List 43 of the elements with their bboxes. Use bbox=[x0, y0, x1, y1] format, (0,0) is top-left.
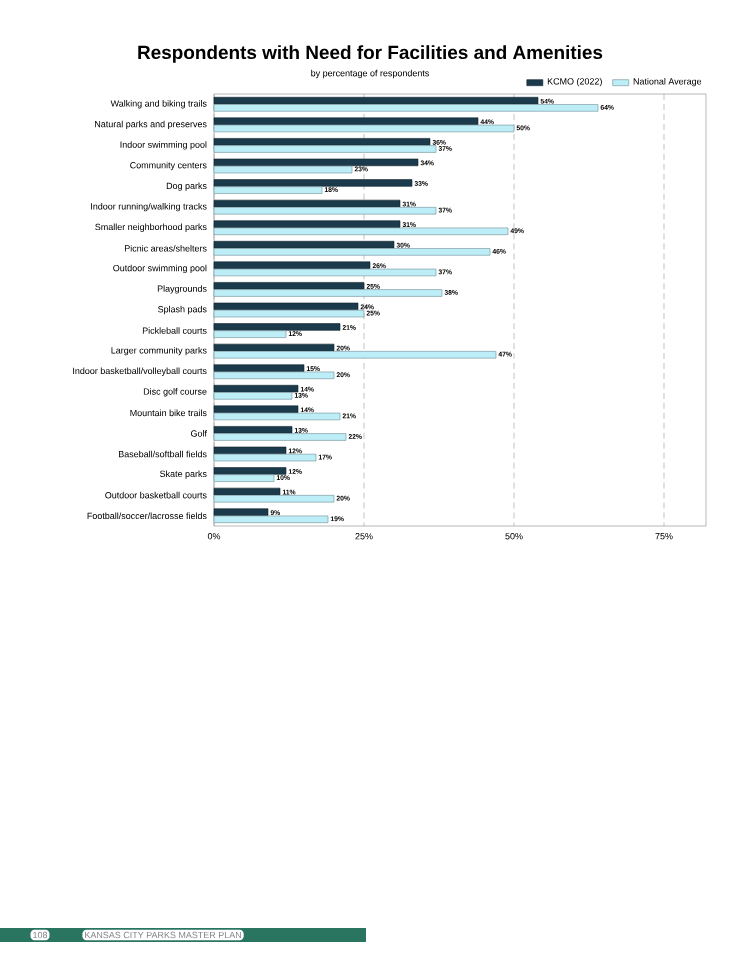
bar bbox=[213, 446, 287, 455]
bar bbox=[213, 145, 437, 153]
bar bbox=[213, 487, 281, 496]
bar bbox=[213, 343, 335, 352]
bar bbox=[213, 289, 443, 297]
bar bbox=[213, 227, 509, 236]
chart-title: Respondents with Need for Facilities and Amenities bbox=[138, 45, 603, 63]
bar bbox=[213, 220, 401, 228]
bar bbox=[213, 515, 329, 524]
bar bbox=[213, 124, 515, 133]
bar bbox=[213, 138, 431, 146]
bar bbox=[213, 330, 287, 338]
bar bbox=[213, 351, 497, 359]
bar bbox=[213, 165, 353, 174]
bar bbox=[213, 392, 293, 400]
bar bbox=[213, 384, 299, 393]
bar bbox=[213, 248, 491, 256]
bar bbox=[213, 364, 305, 372]
bar bbox=[213, 117, 479, 125]
bar bbox=[213, 186, 323, 194]
bar bbox=[213, 282, 365, 290]
bar bbox=[213, 405, 299, 413]
bar bbox=[213, 179, 413, 187]
bar bbox=[213, 207, 437, 215]
bar bbox=[213, 104, 599, 112]
bar bbox=[213, 302, 359, 311]
bar bbox=[213, 268, 437, 277]
bar bbox=[213, 412, 341, 421]
bar bbox=[213, 426, 293, 434]
bar bbox=[213, 474, 275, 482]
bar bbox=[213, 261, 371, 269]
bar bbox=[213, 433, 347, 441]
bar bbox=[213, 309, 365, 318]
bar bbox=[213, 495, 335, 503]
bar bbox=[213, 467, 287, 475]
bar bbox=[213, 96, 539, 105]
bar bbox=[213, 199, 401, 208]
bar bbox=[213, 453, 317, 462]
bar bbox=[213, 240, 395, 249]
bar bbox=[213, 323, 341, 331]
bar bbox=[213, 158, 419, 167]
bar bbox=[213, 508, 269, 516]
bar bbox=[213, 371, 335, 380]
